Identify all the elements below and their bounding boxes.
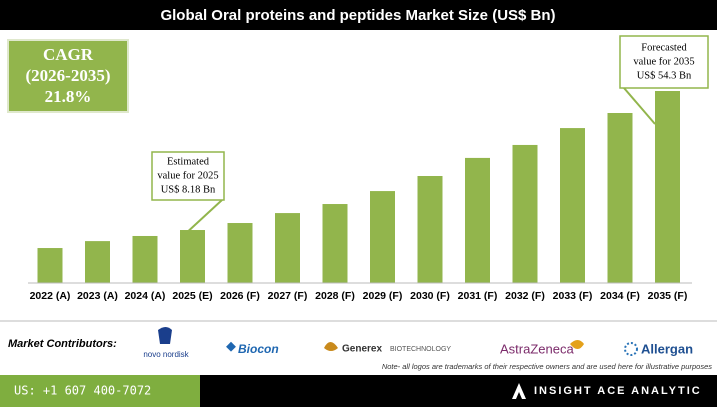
x-tick-label: 2034 (F)	[600, 290, 640, 302]
bar	[512, 144, 538, 283]
x-tick-label: 2033 (F)	[553, 290, 593, 302]
annotation-text: Forecasted	[641, 42, 687, 53]
bar	[560, 128, 585, 283]
bar	[275, 213, 300, 283]
logo-icon	[570, 340, 584, 349]
x-tick-label: 2025 (E)	[172, 290, 212, 302]
cagr-period: (2026-2035)	[26, 66, 111, 85]
brand-icon	[512, 383, 526, 399]
logo-text: BIOTECHNOLOGY	[390, 346, 451, 353]
phone: US: +1 607 400-7072	[14, 384, 151, 398]
annotation-text: US$ 54.3 Bn	[637, 70, 692, 81]
x-tick-label: 2026 (F)	[220, 290, 260, 302]
cagr-label: CAGR	[43, 45, 94, 64]
x-tick-label: 2023 (A)	[77, 290, 118, 302]
logo-biocon: Biocon	[226, 341, 279, 356]
x-tick-label: 2027 (F)	[268, 290, 308, 302]
bar	[465, 157, 490, 283]
annotation-text: value for 2025	[157, 170, 218, 181]
title-bar	[0, 0, 717, 30]
logo-text: AstraZeneca	[500, 341, 574, 356]
brand: INSIGHT ACE ANALYTIC	[534, 385, 702, 397]
annotation-text: Estimated	[167, 156, 210, 167]
bar	[417, 175, 443, 283]
bar	[322, 204, 348, 283]
logo-text: Allergan	[641, 341, 693, 356]
annotation-connector	[623, 87, 656, 125]
cagr-box	[7, 39, 129, 113]
bar	[370, 191, 395, 283]
annotation-box	[619, 35, 709, 89]
x-tick-label: 2022 (A)	[30, 290, 71, 302]
x-tick-label: 2024 (A)	[125, 290, 166, 302]
chart-title: Global Oral proteins and peptides Market…	[160, 7, 555, 24]
annotation-text: US$ 8.18 Bn	[161, 184, 216, 195]
x-tick-label: 2031 (F)	[458, 290, 498, 302]
contributors-label: Market Contributors:	[8, 338, 117, 350]
bar	[607, 113, 633, 283]
phone-bar	[0, 375, 200, 407]
logo-text: Generex	[342, 344, 382, 355]
x-tick-label: 2029 (F)	[363, 290, 403, 302]
logo-text: Biocon	[238, 342, 279, 356]
cagr-value: 21.8%	[45, 87, 92, 106]
note: Note- all logos are trademarks of their …	[382, 362, 712, 371]
bar	[132, 235, 158, 283]
logo-icon	[226, 341, 236, 352]
bar	[655, 91, 680, 283]
x-tick-label: 2028 (F)	[315, 290, 355, 302]
bar	[180, 230, 205, 283]
logo-icon	[158, 327, 172, 344]
logo-icon	[624, 342, 638, 356]
logo-astrazeneca: AstraZeneca	[500, 340, 584, 356]
bar	[227, 223, 253, 283]
annotation-connector	[182, 199, 223, 237]
chart: 2022 (A) 2023 (A) 2024 (A) 2025 (E) 2026 (F)…	[28, 35, 709, 302]
x-tick-label: 2035 (F)	[648, 290, 688, 302]
bar	[85, 241, 110, 283]
annotation-text: value for 2035	[633, 56, 694, 67]
x-tick-label: 2030 (F)	[410, 290, 450, 302]
logo-novo: novo nordisk	[143, 327, 190, 359]
logo-text: novo nordisk	[143, 350, 189, 359]
logo-generex: Generex BIOTECHNOLOGY	[324, 342, 451, 355]
x-tick-label: 2032 (F)	[505, 290, 545, 302]
bar	[37, 248, 63, 283]
annotation-box	[151, 151, 225, 201]
brand-bar	[200, 375, 717, 407]
logo-icon	[324, 342, 338, 351]
logo-allergan: Allergan	[624, 341, 693, 356]
